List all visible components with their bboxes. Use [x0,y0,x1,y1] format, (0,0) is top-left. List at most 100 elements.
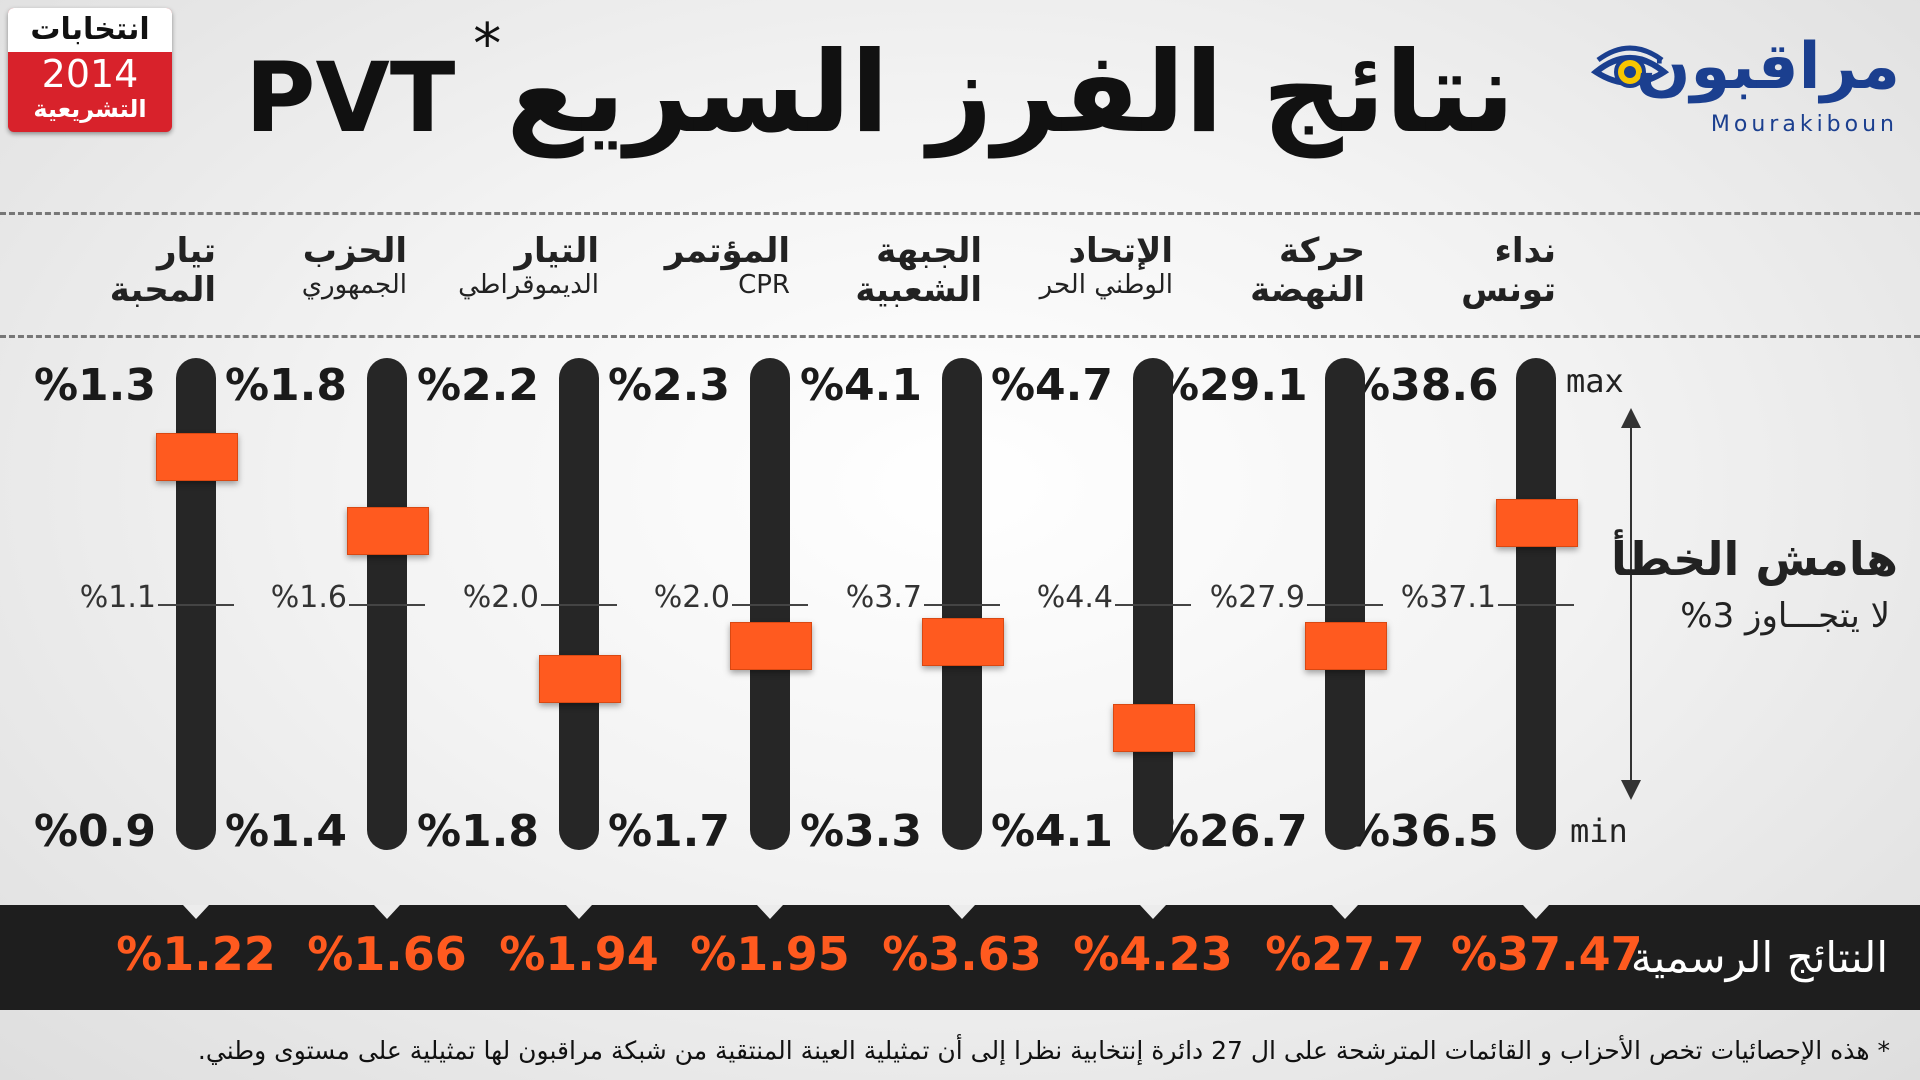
mid-value-number: 2.0 [491,580,539,615]
party-name-line2: الديموقراطي [458,270,599,301]
max-value: %1.3 [33,360,156,411]
title-star: * [473,12,502,77]
mid-tick [349,604,425,606]
error-margin-title: هامش الخطأ [1611,532,1898,586]
estimate-marker [1305,622,1387,670]
mid-value: %27.9 [1209,580,1305,615]
mid-tick [1307,604,1383,606]
max-value: %38.6 [1346,360,1499,411]
estimate-marker [1496,499,1578,547]
max-value-number: 2.2 [461,360,539,411]
party-name-line1: التيار [514,231,599,271]
estimate-marker [156,433,238,481]
official-result: %1.95 [690,927,850,981]
official-result-number: 37.47 [1497,927,1643,981]
title-abbr: PVT [245,42,456,154]
max-value: %4.7 [990,360,1113,411]
pointer-notch [757,905,783,919]
mid-value-number: 37.1 [1429,580,1496,615]
max-value-number: 4.7 [1035,360,1113,411]
mid-value-number: 1.1 [108,580,156,615]
min-value-number: 1.4 [269,806,347,857]
max-value: %29.1 [1155,360,1308,411]
mid-value: %3.7 [845,580,922,615]
max-value: %2.3 [607,360,730,411]
min-value: %3.3 [799,806,922,857]
max-value-number: 29.1 [1199,360,1308,411]
double-arrow-icon [1621,408,1641,800]
official-result-number: 27.7 [1311,927,1425,981]
party-name: التيار الديموقراطي [379,231,599,301]
election-2014-logo: انتخابات 2014 التشريعية [8,8,172,132]
axis-max-label: max [1566,362,1624,400]
mid-value: %4.4 [1036,580,1113,615]
min-value: %4.1 [990,806,1113,857]
max-value: %2.2 [416,360,539,411]
pointer-notch [1523,905,1549,919]
party-name-line1: نداء [1494,231,1556,271]
mourakiboun-logo: مراقبون Mourakiboun [1590,30,1900,140]
axis-min-label: min [1570,812,1628,850]
official-result: %1.22 [116,927,276,981]
mid-value-number: 4.4 [1065,580,1113,615]
pointer-notch [374,905,400,919]
mid-value-number: 1.6 [299,580,347,615]
min-value-number: 1.7 [652,806,730,857]
mourakiboun-latin: Mourakiboun [1710,112,1898,137]
pointer-notch [949,905,975,919]
estimate-marker [539,655,621,703]
official-result-number: 1.22 [162,927,276,981]
mid-tick [732,604,808,606]
party-name-line2: الوطني الحر [1039,270,1173,301]
max-value-number: 4.1 [844,360,922,411]
party-name-line2: المحبة [109,270,216,311]
page-title: PVT * نتائج الفرز السريع [220,12,1540,168]
party-name: الإتحاد الوطني الحر [953,231,1173,301]
mid-value: %2.0 [462,580,539,615]
official-result: %1.66 [307,927,467,981]
official-result: %4.23 [1073,927,1233,981]
min-value-number: 26.7 [1199,806,1308,857]
max-value-number: 38.6 [1390,360,1499,411]
min-value-number: 36.5 [1390,806,1499,857]
party-name: الحزب الجمهوري [187,231,407,301]
min-value-number: 1.8 [461,806,539,857]
pointer-notch [1332,905,1358,919]
min-value: %0.9 [33,806,156,857]
error-margin-subtitle: لا يتجـــاوز 3% [1680,596,1890,636]
estimate-marker [1113,704,1195,752]
party-name-line2: الشعبية [855,270,982,311]
party-name: نداء تونس [1336,231,1556,310]
mid-tick [1498,604,1574,606]
mid-tick [541,604,617,606]
official-result-number: 1.94 [545,927,659,981]
election-logo-year: 2014 [41,52,139,96]
min-value-number: 4.1 [1035,806,1113,857]
party-name-line2: النهضة [1250,270,1365,311]
party-name: تيار المحبة [0,231,216,311]
mid-value-number: 3.7 [874,580,922,615]
min-value: %36.5 [1346,806,1499,857]
mid-value: %1.6 [270,580,347,615]
party-name-line1: الجبهة [876,231,982,271]
estimate-marker [730,622,812,670]
estimate-marker [922,618,1004,666]
min-value: %1.4 [224,806,347,857]
official-result-number: 1.66 [353,927,467,981]
party-name-line1: تيار [157,231,216,271]
min-value-number: 3.3 [844,806,922,857]
official-results-band: %37.47 %27.7 %4.23 %3.63 %1.95 %1.94 %1.66 %1.2… [0,905,1920,1010]
party-name: الجبهة الشعبية [762,231,982,311]
pointer-notch [566,905,592,919]
max-value-number: 1.3 [78,360,156,411]
election-logo-word: انتخابات [8,8,172,52]
official-result: %3.63 [882,927,1042,981]
party-name-line1: الإتحاد [1068,231,1173,271]
party-name: المؤتمر CPR [570,231,790,301]
party-name-line1: حركة [1278,231,1365,271]
mid-tick [924,604,1000,606]
party-name-line1: الحزب [302,231,407,271]
max-value: %4.1 [799,360,922,411]
mourakiboun-arabic: مراقبون [1635,30,1900,104]
min-value: %1.8 [416,806,539,857]
